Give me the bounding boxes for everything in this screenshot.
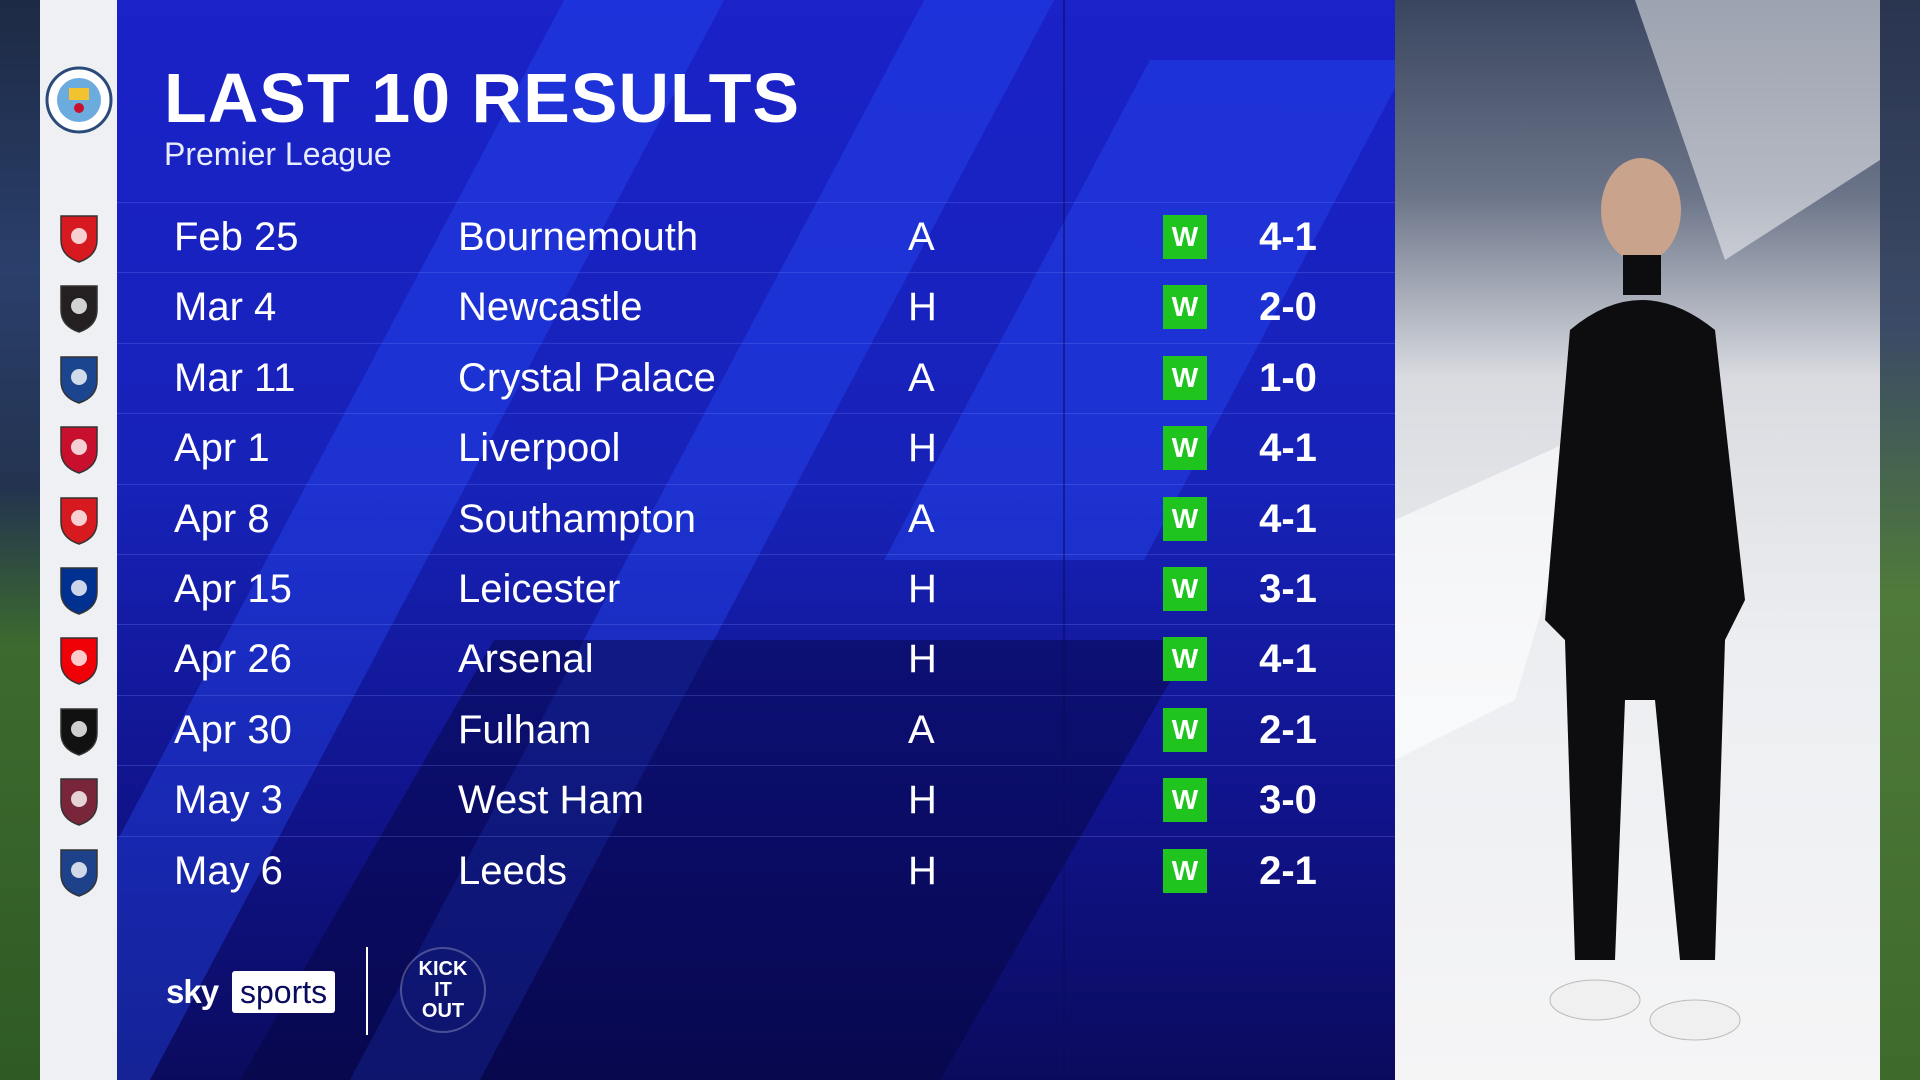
opponent-crest-icon (54, 564, 104, 616)
venue: H (908, 285, 937, 330)
result-row: May 3 West Ham H W 3-0 (117, 765, 1395, 836)
venue: A (908, 707, 935, 752)
result-row: Apr 1 Liverpool H W 4-1 (117, 413, 1395, 484)
result-row: Apr 8 Southampton A W 4-1 (117, 483, 1395, 555)
opponent-name: Newcastle (458, 285, 643, 330)
match-date: Mar 4 (174, 285, 277, 330)
opponent-crest-icon (54, 494, 104, 546)
competition-subtitle: Premier League (164, 136, 392, 172)
result-badge: W (1163, 707, 1207, 752)
score: 4-1 (1259, 637, 1317, 682)
score: 1-0 (1259, 355, 1317, 400)
venue: A (908, 355, 935, 400)
result-badge: W (1163, 778, 1207, 823)
venue: A (908, 215, 935, 259)
result-row: Apr 26 Arsenal H W 4-1 (117, 624, 1395, 695)
opponent-crest-icon (54, 846, 104, 898)
man-city-crest-icon (45, 66, 113, 134)
match-date: Apr 26 (174, 637, 292, 682)
venue: H (908, 848, 937, 893)
opponent-name: Fulham (458, 707, 592, 752)
result-badge: W (1163, 496, 1207, 541)
venue: H (908, 567, 937, 611)
match-date: May 3 (174, 778, 283, 823)
opponent-crest-icon (54, 423, 104, 475)
venue: A (908, 496, 935, 541)
opponent-name: Leeds (458, 848, 567, 893)
result-row: Apr 30 Fulham A W 2-1 (117, 694, 1395, 766)
score: 4-1 (1259, 215, 1317, 259)
score: 4-1 (1259, 426, 1317, 471)
sky-logo-text: sky (166, 973, 219, 1010)
opponent-crest-icon (54, 353, 104, 405)
opponent-crest-icon (54, 212, 104, 264)
background-crowd-right (1880, 0, 1920, 1080)
venue: H (908, 637, 937, 682)
score: 2-1 (1259, 707, 1317, 752)
logo-divider (366, 947, 368, 1035)
opponent-crest-icon (54, 282, 104, 334)
match-date: Apr 15 (174, 567, 292, 611)
result-row: Apr 15 Leicester H W 3-1 (117, 554, 1395, 625)
venue: H (908, 778, 937, 823)
page-title: LAST 10 RESULTS (164, 59, 801, 137)
score: 2-0 (1259, 285, 1317, 330)
background-crowd-left (0, 0, 40, 1080)
result-badge: W (1163, 215, 1207, 259)
results-panel: LAST 10 RESULTS Premier League Feb 25 Bou… (117, 0, 1395, 1080)
score: 4-1 (1259, 496, 1317, 541)
opponent-name: Bournemouth (458, 215, 699, 259)
match-date: Apr 1 (174, 426, 270, 471)
result-row: Feb 25 Bournemouth A W 4-1 (117, 202, 1395, 273)
result-badge: W (1163, 285, 1207, 330)
opponent-name: Liverpool (458, 426, 621, 471)
match-date: May 6 (174, 848, 283, 893)
result-badge: W (1163, 567, 1207, 611)
opponent-name: Southampton (458, 496, 696, 541)
score: 2-1 (1259, 848, 1317, 893)
broadcaster-logos: sky sports KICK IT OUT (166, 935, 566, 1035)
opponent-name: Leicester (458, 567, 621, 611)
match-date: Apr 30 (174, 707, 292, 752)
result-badge: W (1163, 426, 1207, 471)
sports-logo-text: sports (232, 971, 336, 1013)
opponent-name: Arsenal (458, 637, 594, 682)
score: 3-0 (1259, 778, 1317, 823)
opponent-crest-icon (54, 634, 104, 686)
result-badge: W (1163, 355, 1207, 400)
column-divider (1063, 0, 1065, 1080)
opponent-crest-icon (54, 705, 104, 757)
kick-it-out-logo: KICK IT OUT (400, 947, 486, 1033)
opponent-name: West Ham (458, 778, 644, 823)
match-date: Apr 8 (174, 496, 270, 541)
result-row: Mar 4 Newcastle H W 2-0 (117, 272, 1395, 343)
venue: H (908, 426, 937, 471)
match-date: Mar 11 (174, 355, 296, 400)
score: 3-1 (1259, 567, 1317, 611)
match-date: Feb 25 (174, 215, 299, 259)
result-row: Mar 11 Crystal Palace A W 1-0 (117, 342, 1395, 414)
manager-photo (1395, 0, 1880, 1080)
badge-column (40, 0, 117, 1080)
result-badge: W (1163, 848, 1207, 893)
result-row: May 6 Leeds H W 2-1 (117, 835, 1395, 907)
result-badge: W (1163, 637, 1207, 682)
opponent-crest-icon (54, 775, 104, 827)
opponent-name: Crystal Palace (458, 355, 716, 400)
